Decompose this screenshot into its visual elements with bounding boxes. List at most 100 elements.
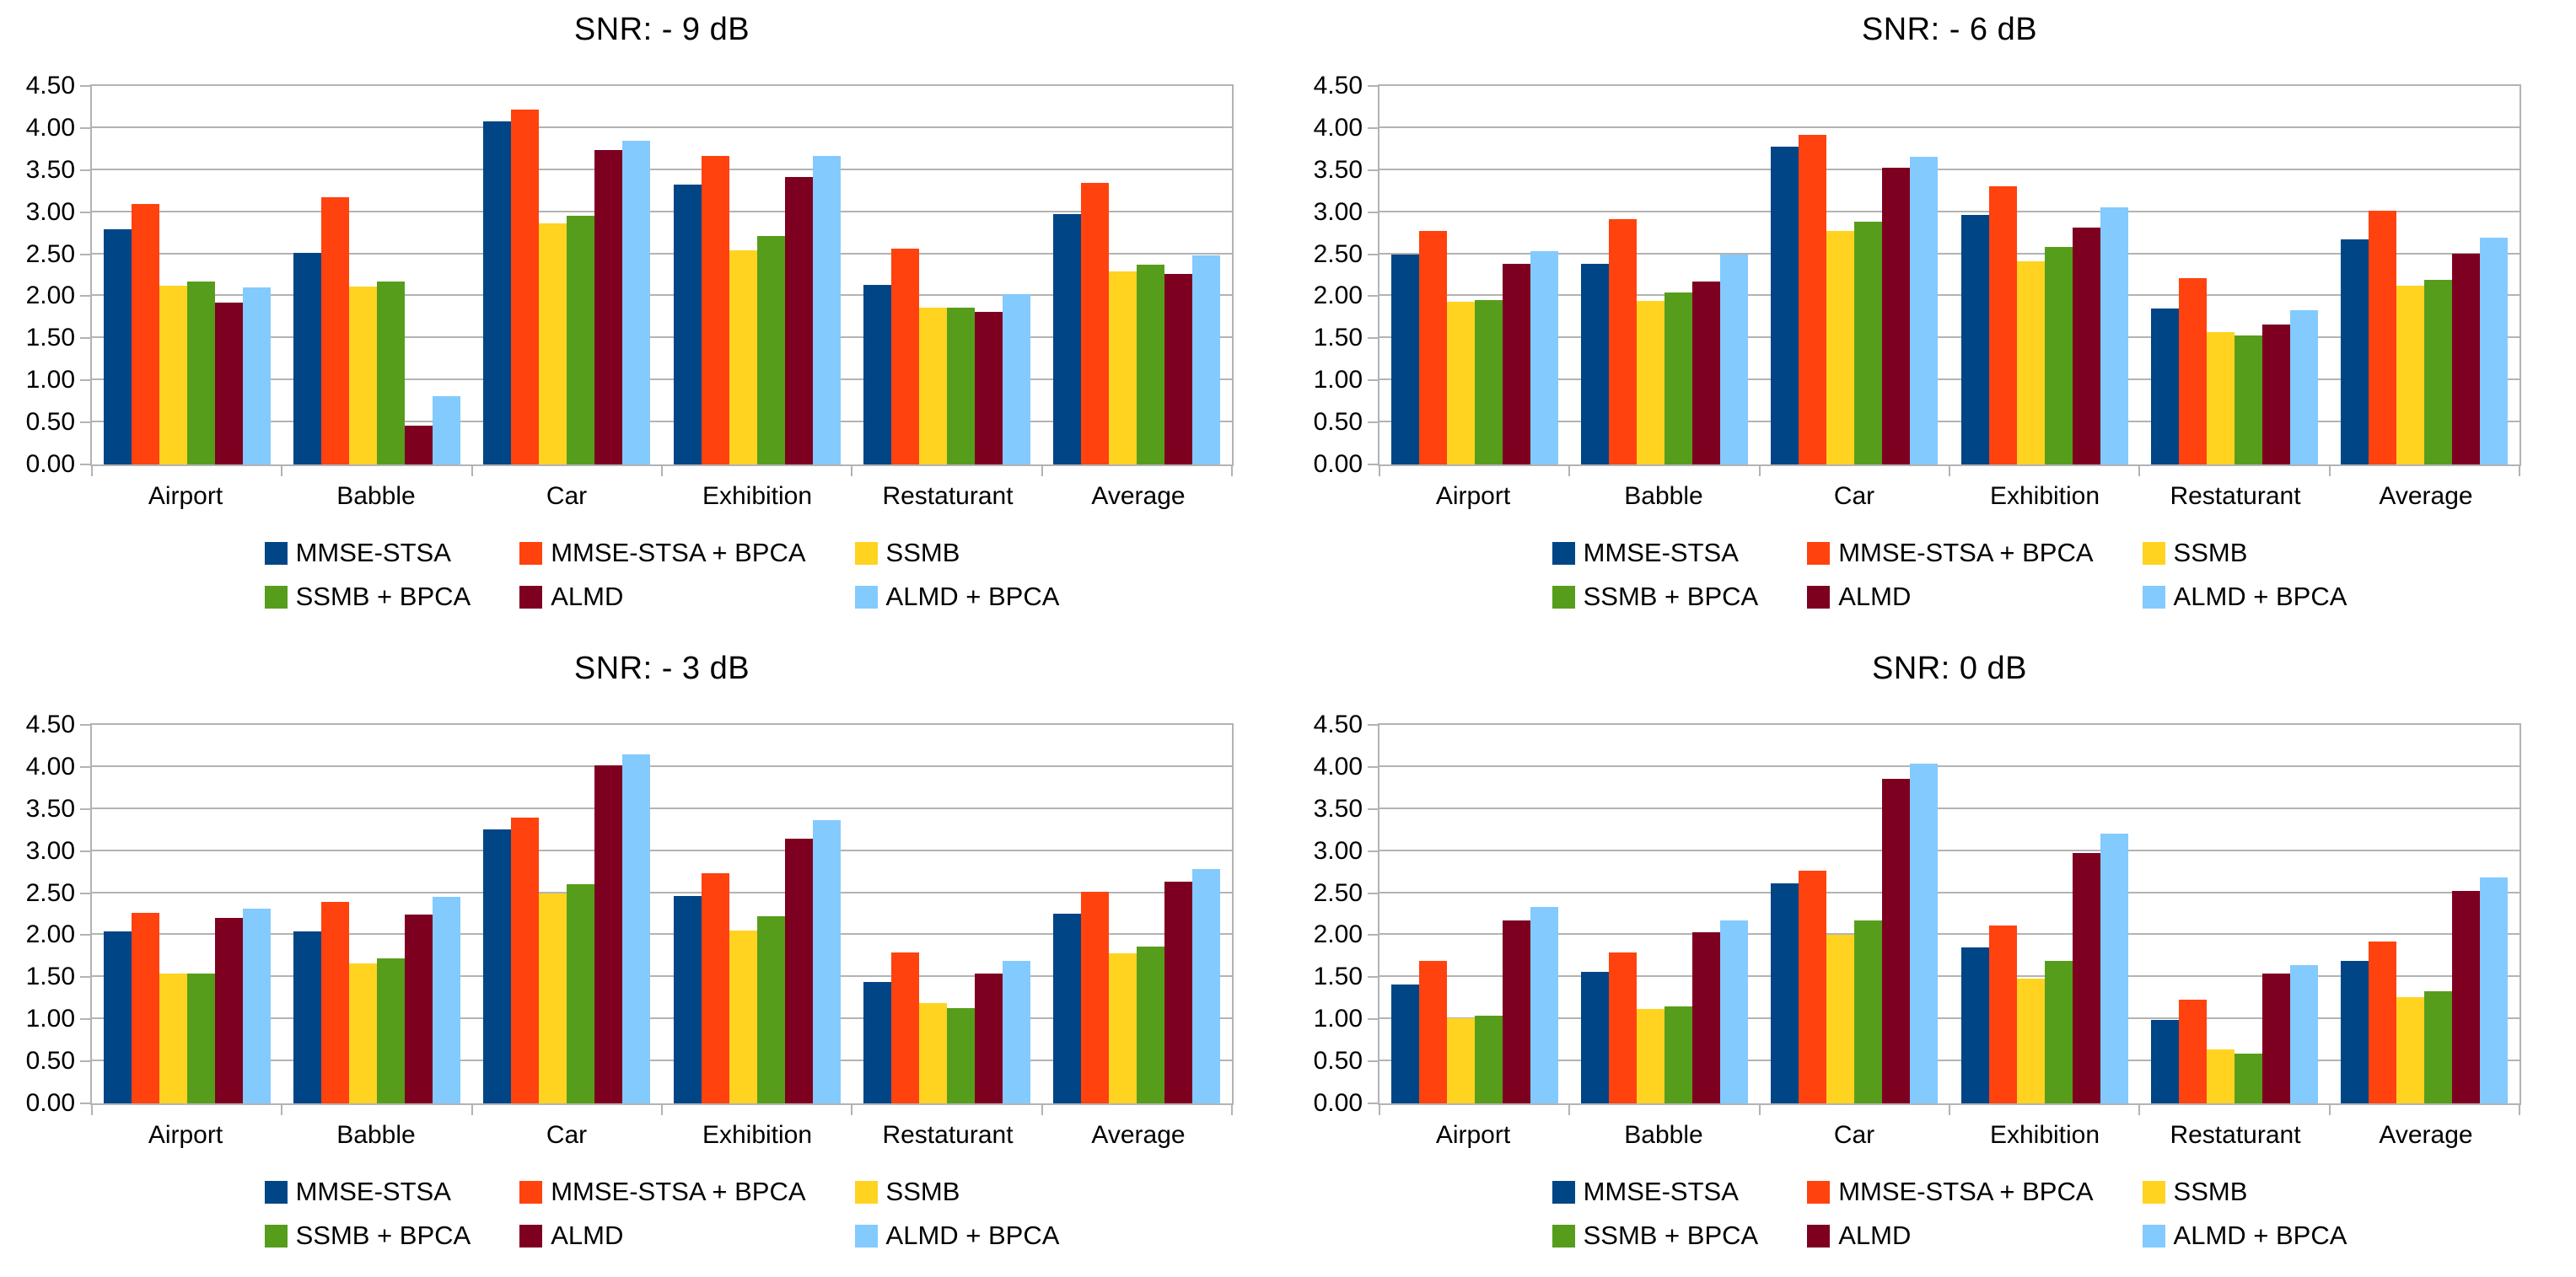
bar: [2289, 965, 2318, 1103]
x-axis-label: Restaturant: [2170, 1121, 2301, 1149]
bar: [1664, 292, 1692, 464]
bar: [2261, 325, 2290, 464]
legend: MMSE-STSA MMSE-STSA + BPCA SSMB SSMB + BPCA…: [90, 1177, 1234, 1251]
bar: [1192, 255, 1221, 464]
bar: [729, 249, 757, 464]
bar: [159, 286, 187, 464]
legend-label: ALMD + BPCA: [885, 1221, 1060, 1250]
bar: [1771, 883, 1799, 1103]
legend-label: ALMD: [1838, 582, 1912, 611]
x-axis-label: Restaturant: [882, 1121, 1014, 1149]
y-tick-mark: [1368, 1103, 1378, 1104]
legend-label: MMSE-STSA: [1583, 1177, 1739, 1206]
x-tick-mark: [2138, 1105, 2141, 1115]
y-axis-tick-label: 3.50: [1313, 155, 1363, 184]
y-axis-tick-label: 4.50: [1313, 72, 1363, 99]
bar: [812, 819, 841, 1103]
x-tick-mark: [1949, 1105, 1950, 1115]
chart-title: SNR: 0 dB: [1871, 651, 2028, 686]
bar: [1530, 250, 1558, 464]
bar: [131, 203, 159, 464]
legend-item: SSMB: [2142, 538, 2347, 568]
x-tick-mark: [2328, 1105, 2331, 1115]
bar: [2452, 890, 2481, 1103]
bar: [2234, 1054, 2262, 1103]
category-group-exhibition: [662, 86, 852, 464]
plot-area: 0.00 0.50 1.00 1.50 2.00 2.50 3.00 3.50 4.00 4.50: [1314, 712, 2521, 1116]
x-tick-mark: [471, 466, 473, 476]
legend-swatch: [519, 541, 543, 565]
bar: [1691, 932, 1720, 1103]
legend-item: ALMD: [519, 582, 805, 612]
bar: [1882, 778, 1911, 1103]
bar: [2369, 942, 2397, 1103]
category-group-babble: [282, 86, 471, 464]
x-axis-label: Exhibition: [702, 482, 813, 510]
x-tick-mark: [1231, 466, 1233, 476]
x-tick-mark: [2138, 466, 2141, 476]
x-tick-mark: [1231, 1105, 1233, 1115]
y-axis-tick-label: 4.00: [25, 113, 75, 142]
legend-label: SSMB: [2173, 1177, 2248, 1206]
legend-label: ALMD + BPCA: [2173, 582, 2347, 611]
bar: [1771, 146, 1799, 464]
chart-title: SNR: - 3 dB: [573, 651, 750, 686]
legend-swatch: [264, 585, 288, 609]
legend-item: SSMB + BPCA: [1552, 582, 1758, 612]
bar: [293, 931, 321, 1103]
bar: [2341, 961, 2369, 1103]
bar: [890, 248, 919, 464]
bar: [1988, 926, 2017, 1103]
y-axis-tick-label: 0.00: [1313, 450, 1363, 478]
legend-swatch: [854, 541, 878, 565]
bar-groups: [1379, 725, 2520, 1103]
bar: [1882, 167, 1911, 464]
bar: [483, 121, 512, 464]
legend-item: MMSE-STSA + BPCA: [519, 538, 806, 568]
bar: [2178, 1000, 2207, 1103]
y-tick-mark: [1368, 379, 1378, 382]
x-tick-mark: [1041, 466, 1043, 476]
bar: [673, 895, 702, 1103]
y-axis-tick-label: 2.00: [25, 282, 75, 310]
y-tick-mark: [80, 1103, 90, 1104]
bar: [131, 912, 159, 1103]
bar: [1390, 254, 1419, 464]
category-group-car: [1760, 86, 1949, 464]
legend-swatch: [2142, 585, 2165, 609]
bar: [539, 893, 567, 1103]
legend-grid: MMSE-STSA MMSE-STSA + BPCA SSMB SSMB + BPCA…: [1552, 1177, 2347, 1251]
category-group-average: [2330, 725, 2520, 1103]
bar: [784, 838, 813, 1103]
legend-swatch: [1552, 541, 1575, 565]
legend-label: ALMD: [1838, 1221, 1912, 1250]
bar: [242, 908, 271, 1103]
y-axis-tick-label: 2.00: [1313, 282, 1363, 310]
legend-label: ALMD: [551, 1221, 624, 1250]
bar: [594, 149, 623, 464]
y-axis-tick-label: 0.00: [25, 1089, 75, 1117]
legend-swatch: [1552, 1224, 1575, 1247]
bar: [567, 215, 595, 464]
bar: [2016, 979, 2045, 1103]
y-axis-tick-label: 1.00: [25, 1005, 75, 1033]
bar: [622, 754, 651, 1103]
legend-swatch: [1807, 585, 1831, 609]
y-axis-tick-label: 3.50: [25, 155, 75, 184]
y-tick-mark: [80, 295, 90, 298]
x-axis-label: Airport: [1435, 1121, 1511, 1149]
bar: [756, 915, 785, 1103]
legend-item: SSMB + BPCA: [264, 582, 471, 612]
x-axis-label: Babble: [1624, 482, 1703, 510]
y-axis-tick-label: 2.50: [1313, 878, 1363, 907]
bar: [890, 952, 919, 1103]
bar: [1960, 214, 1989, 464]
bar: [1192, 868, 1221, 1103]
bar: [567, 883, 595, 1103]
y-axis-tick-label: 4.50: [25, 711, 75, 738]
x-tick-mark: [1949, 466, 1950, 476]
bar: [2072, 852, 2100, 1103]
legend-swatch: [519, 585, 543, 609]
bar: [1691, 282, 1720, 464]
legend-label: MMSE-STSA + BPCA: [551, 538, 806, 567]
